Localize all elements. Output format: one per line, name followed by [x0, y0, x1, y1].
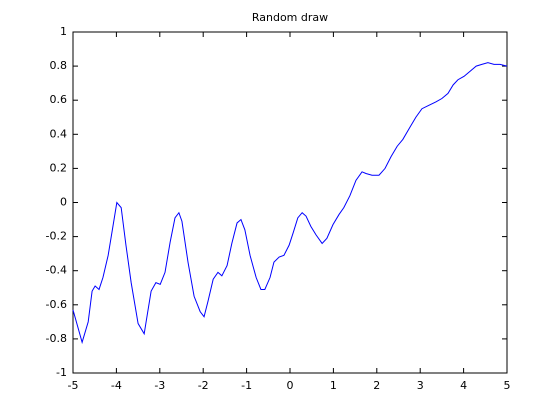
y-tick-label: -0.2 [46, 230, 67, 243]
x-tick-label: -5 [68, 379, 79, 392]
x-tick-label: 0 [287, 379, 294, 392]
y-tick-label: 0.6 [50, 93, 68, 106]
chart-title: Random draw [252, 11, 328, 24]
y-tick-label: -0.6 [46, 298, 67, 311]
y-tick-label: 0 [60, 196, 67, 209]
x-tick-label: 3 [417, 379, 424, 392]
x-tick-label: -4 [111, 379, 122, 392]
y-tick-label: -0.8 [46, 332, 67, 345]
y-tick-label: 1 [60, 25, 67, 38]
x-tick-label: 1 [330, 379, 337, 392]
y-tick-label: 0.4 [50, 127, 68, 140]
x-tick-label: -2 [198, 379, 209, 392]
y-tick-label: 0.8 [50, 59, 68, 72]
x-tick-label: 2 [373, 379, 380, 392]
axes-box [72, 31, 508, 374]
y-tick-label: -1 [56, 366, 67, 379]
x-tick-label: 5 [504, 379, 511, 392]
line-series [72, 62, 508, 345]
x-tick-label: -3 [154, 379, 165, 392]
y-tick-label: -0.4 [46, 264, 67, 277]
y-tick-label: 0.2 [50, 161, 68, 174]
x-tick-label: 4 [460, 379, 467, 392]
x-tick-label: -1 [241, 379, 252, 392]
